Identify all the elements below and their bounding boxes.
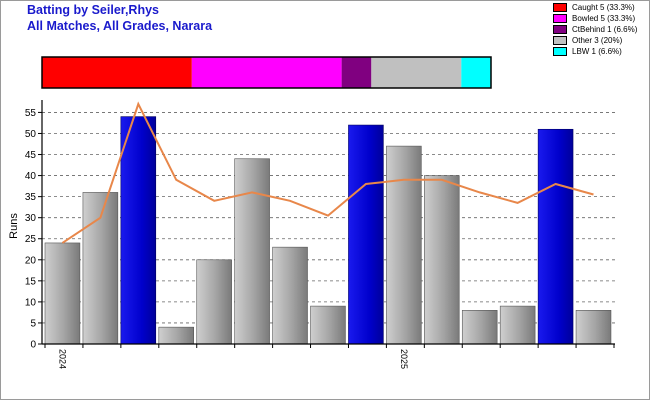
legend-item-caught: Caught 5 (33.3%) [553, 2, 637, 13]
y-tick-label: 20 [25, 255, 37, 266]
x-tick-label: 2024 [57, 349, 67, 369]
bar [310, 305, 346, 345]
y-tick-label: 40 [25, 171, 37, 182]
legend-swatch-caught [553, 3, 567, 12]
legend-label-ctbehind: CtBehind 1 (6.6%) [572, 25, 638, 34]
y-axis-ticks: 0 5 10 15 20 25 30 35 40 45 50 55 [25, 108, 42, 351]
trend-line [61, 101, 594, 244]
title-line-1: Batting by Seiler,Rhys [27, 3, 159, 17]
dismissal-segment-caught [42, 57, 192, 88]
y-tick-label: 10 [25, 297, 37, 308]
legend-label-lbw: LBW 1 (6.6%) [572, 47, 622, 56]
x-axis-ticks: 2024 2025 [44, 344, 615, 369]
legend-item-lbw: LBW 1 (6.6%) [553, 46, 637, 57]
y-tick-label: 55 [25, 108, 37, 119]
x-tick-label: 2025 [399, 349, 409, 369]
bar [386, 145, 422, 345]
dismissal-segment-lbw [461, 57, 491, 88]
bar [348, 124, 384, 345]
bar [499, 305, 536, 345]
bar [537, 128, 574, 345]
y-tick-label: 50 [25, 129, 37, 140]
axes [41, 100, 615, 345]
legend-label-caught: Caught 5 (33.3%) [572, 3, 635, 12]
legend-swatch-lbw [553, 47, 567, 56]
y-axis-label: Runs [8, 213, 20, 239]
bar [196, 259, 232, 345]
trend-line-path [61, 101, 594, 244]
chart-title: Batting by Seiler,Rhys All Matches, All … [27, 2, 212, 34]
bar [120, 116, 157, 345]
dismissal-bar-outline [41, 56, 492, 89]
bar [272, 246, 308, 345]
y-tick-label: 25 [25, 234, 37, 245]
legend-item-bowled: Bowled 5 (33.3%) [553, 13, 637, 24]
legend-label-other: Other 3 (20%) [572, 36, 623, 45]
y-tick-label: 35 [25, 192, 37, 203]
bar [461, 310, 498, 345]
legend-item-other: Other 3 (20%) [553, 35, 637, 46]
y-tick-label: 30 [25, 213, 37, 224]
legend-item-ctbehind: CtBehind 1 (6.6%) [553, 24, 637, 35]
bar [575, 310, 612, 345]
bar [234, 158, 270, 345]
title-line-2: All Matches, All Grades, Narara [27, 19, 213, 33]
dismissal-summary-bar [41, 56, 492, 89]
bars [44, 116, 612, 345]
dismissal-segment-other [371, 57, 462, 88]
bar [44, 242, 81, 345]
y-tick-label: 15 [25, 276, 37, 287]
y-tick-label: 0 [30, 340, 36, 351]
dismissal-segment-bowled [191, 57, 342, 88]
bar [158, 326, 194, 345]
legend-swatch-other [553, 36, 567, 45]
legend-swatch-bowled [553, 14, 567, 23]
legend-swatch-ctbehind [553, 25, 567, 34]
legend-label-bowled: Bowled 5 (33.3%) [572, 14, 636, 23]
legend: Caught 5 (33.3%) Bowled 5 (33.3%) CtBehi… [553, 2, 637, 57]
y-tick-label: 5 [30, 318, 36, 329]
dismissal-segment-ctbehind [341, 57, 372, 88]
y-tick-label: 45 [25, 150, 37, 161]
bar [424, 175, 460, 345]
